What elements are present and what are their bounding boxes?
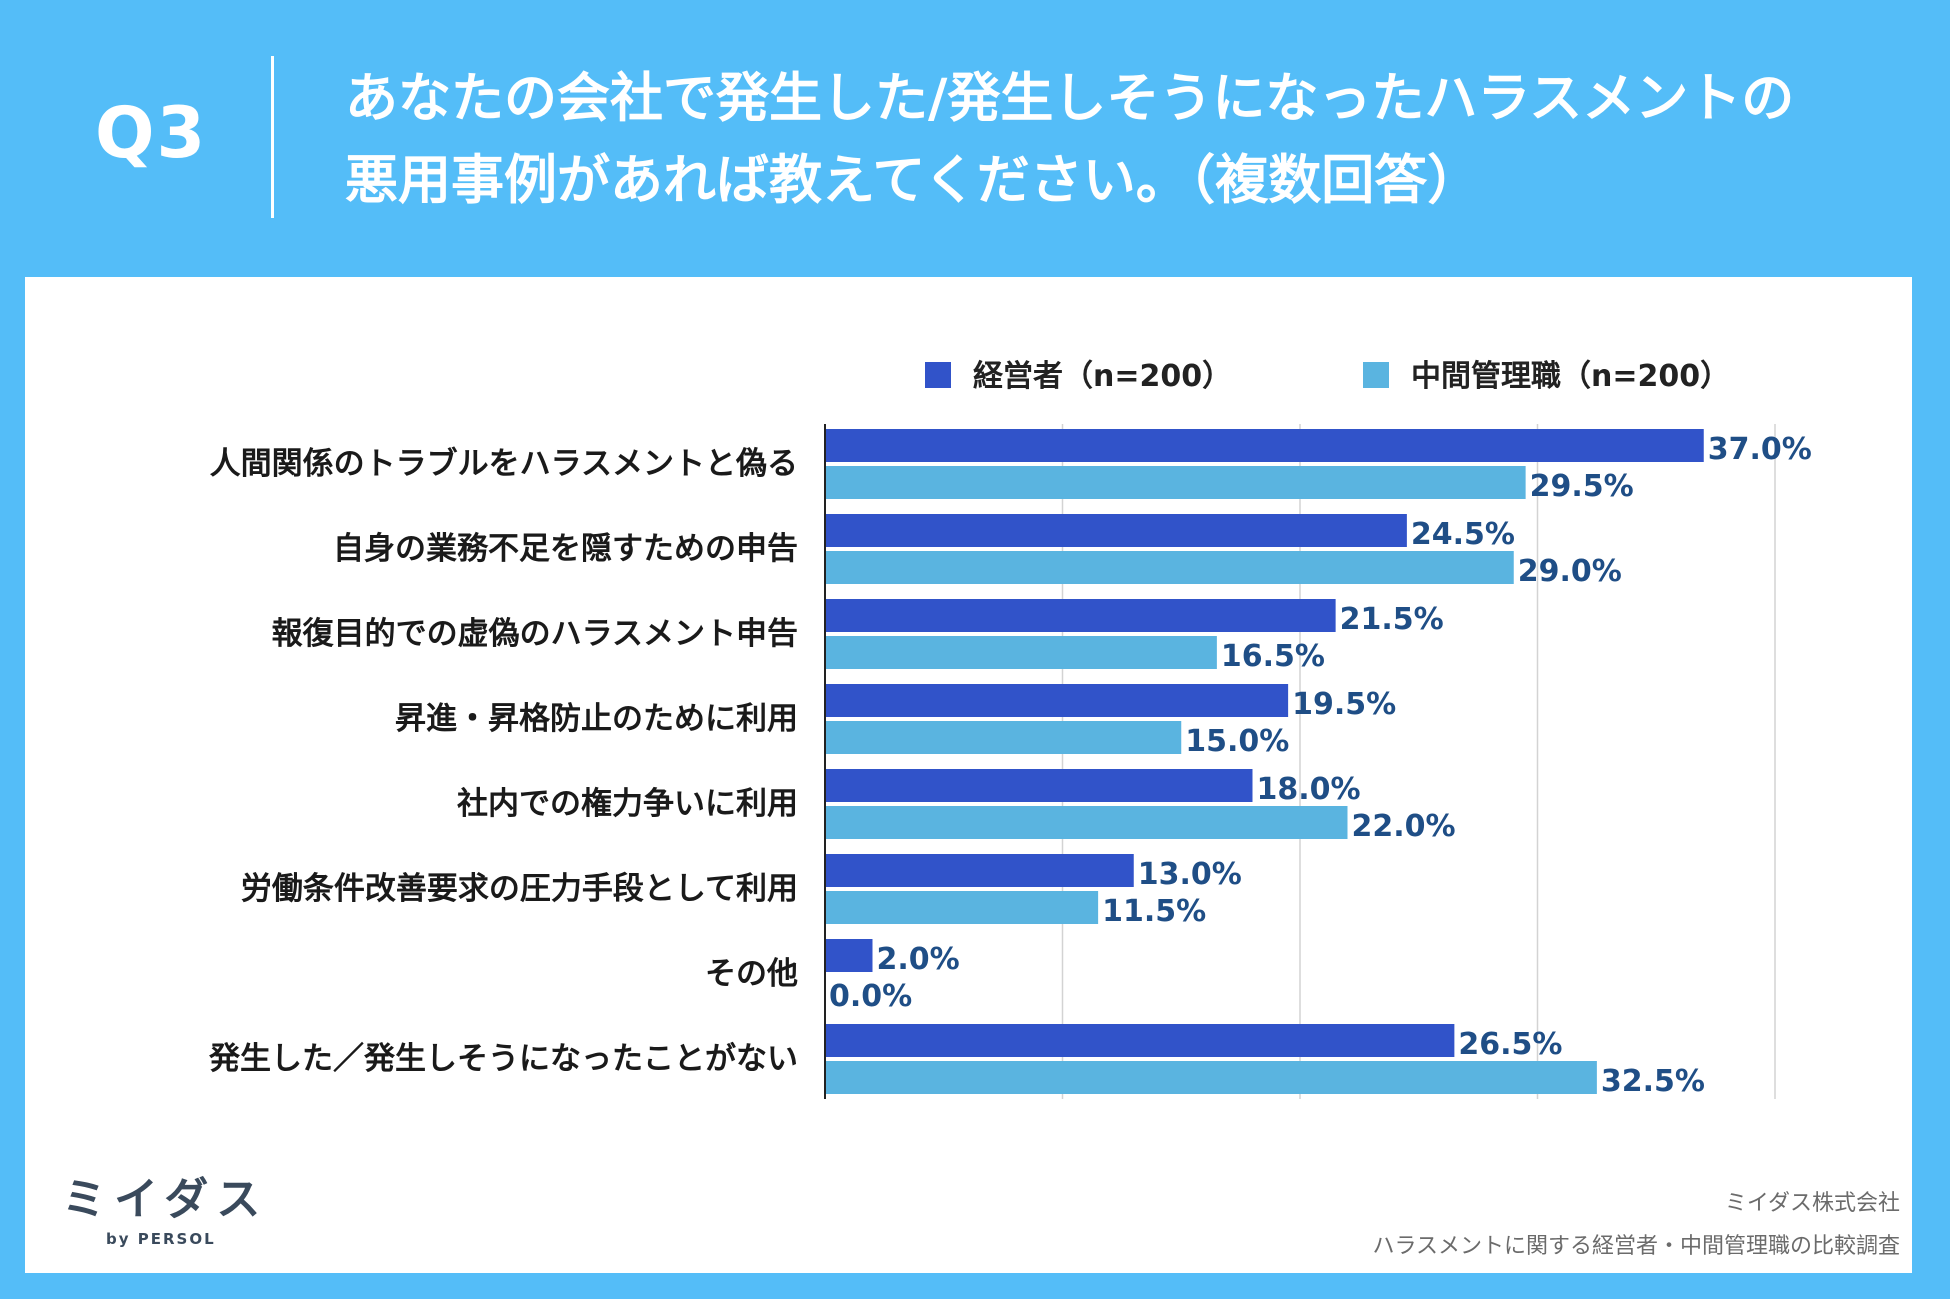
bar-s2-6 bbox=[825, 891, 1099, 924]
bar-s2-5 bbox=[825, 806, 1348, 839]
credit-company: ミイダス株式会社 bbox=[1724, 1191, 1900, 1216]
category-label-4: 昇進・昇格防止のために利用 bbox=[395, 701, 798, 737]
value-label-s2-4: 15.0% bbox=[1185, 724, 1289, 759]
bar-s2-2 bbox=[825, 551, 1514, 584]
value-label-s2-5: 22.0% bbox=[1352, 809, 1456, 844]
question-title-line2: 悪用事例があれば教えてください。（複数回答） bbox=[345, 150, 1481, 211]
bar-s2-4 bbox=[825, 721, 1182, 754]
question-label: Q3 bbox=[95, 92, 208, 174]
value-label-s1-8: 26.5% bbox=[1458, 1027, 1562, 1062]
value-label-s1-3: 21.5% bbox=[1340, 602, 1444, 637]
bar-s1-5 bbox=[825, 769, 1253, 802]
bar-s1-6 bbox=[825, 854, 1134, 887]
logo-sub: by PERSOL bbox=[106, 1230, 216, 1248]
value-label-s2-6: 11.5% bbox=[1102, 894, 1206, 929]
bar-s2-3 bbox=[825, 636, 1217, 669]
bar-s1-3 bbox=[825, 599, 1336, 632]
category-label-3: 報復目的での虚偽のハラスメント申告 bbox=[272, 616, 798, 652]
value-label-s2-1: 29.5% bbox=[1530, 469, 1634, 504]
value-label-s1-4: 19.5% bbox=[1292, 687, 1396, 722]
bar-s2-1 bbox=[825, 466, 1526, 499]
question-title-line1: あなたの会社で発生した/発生しそうになったハラスメントの bbox=[345, 68, 1795, 129]
bar-s1-1 bbox=[825, 429, 1704, 462]
category-label-5: 社内での権力争いに利用 bbox=[457, 786, 798, 822]
bar-s1-8 bbox=[825, 1024, 1455, 1057]
header-divider bbox=[271, 56, 274, 218]
value-label-s1-6: 13.0% bbox=[1138, 857, 1242, 892]
value-label-s2-8: 32.5% bbox=[1601, 1064, 1705, 1099]
category-label-6: 労働条件改善要求の圧力手段として利用 bbox=[241, 871, 798, 907]
category-label-2: 自身の業務不足を隠すための申告 bbox=[333, 531, 798, 567]
bar-s1-4 bbox=[825, 684, 1289, 717]
value-label-s2-3: 16.5% bbox=[1221, 639, 1325, 674]
value-label-s1-2: 24.5% bbox=[1411, 517, 1515, 552]
legend-label-2: 中間管理職（n=200） bbox=[1411, 359, 1730, 394]
legend-label-1: 経営者（n=200） bbox=[973, 359, 1232, 394]
value-label-s1-1: 37.0% bbox=[1708, 432, 1812, 467]
legend-swatch-1 bbox=[925, 362, 951, 388]
category-label-7: その他 bbox=[705, 956, 798, 992]
chart-panel: 経営者（n=200） 中間管理職（n=200） 人間関係のトラブルをハラスメントと偽… bbox=[25, 277, 1912, 1273]
bar-s1-2 bbox=[825, 514, 1407, 547]
value-label-s1-7: 2.0% bbox=[877, 942, 960, 977]
legend-swatch-2 bbox=[1363, 362, 1389, 388]
question-title: あなたの会社で発生した/発生しそうになったハラスメントの 悪用事例があれば教えて… bbox=[345, 58, 1925, 222]
category-label-1: 人間関係のトラブルをハラスメントと偽る bbox=[210, 446, 798, 482]
value-label-s2-2: 29.0% bbox=[1518, 554, 1622, 589]
category-label-8: 発生した／発生しそうになったことがない bbox=[208, 1041, 798, 1077]
bar-s1-7 bbox=[825, 939, 873, 972]
bar-chart: 経営者（n=200） 中間管理職（n=200） 人間関係のトラブルをハラスメントと偽… bbox=[208, 359, 1812, 1099]
value-label-s2-7: 0.0% bbox=[829, 979, 912, 1014]
header: Q3 あなたの会社で発生した/発生しそうになったハラスメントの 悪用事例があれば… bbox=[0, 0, 1950, 272]
value-label-s1-5: 18.0% bbox=[1257, 772, 1361, 807]
miidas-logo: ミイダス by PERSOL bbox=[62, 1174, 269, 1249]
credit-survey: ハラスメントに関する経営者・中間管理職の比較調査 bbox=[1372, 1234, 1900, 1259]
bar-s2-8 bbox=[825, 1061, 1597, 1094]
logo-text: ミイダス bbox=[62, 1174, 269, 1225]
